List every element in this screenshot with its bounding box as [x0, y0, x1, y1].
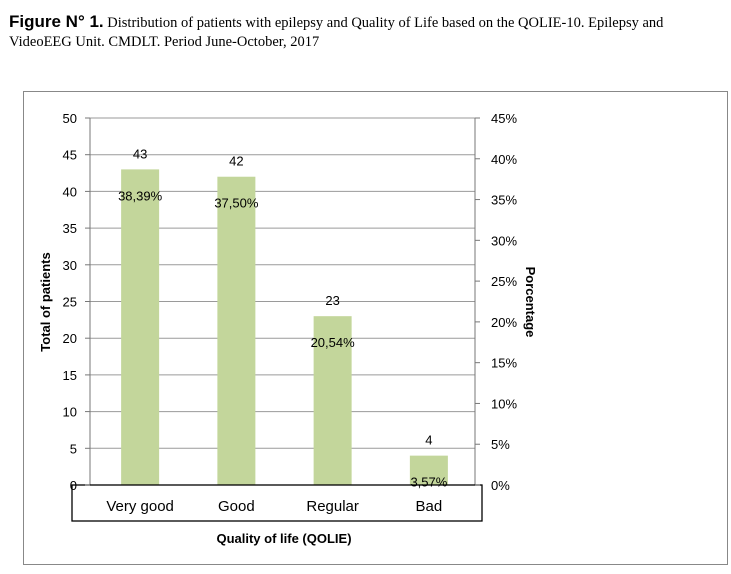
x-category-label: Bad: [416, 498, 443, 515]
x-axis-categories: Very good Good Regular Bad: [106, 498, 442, 515]
y-tick-label: 45: [63, 148, 77, 163]
x-category-label: Very good: [106, 498, 174, 515]
bars: [121, 169, 448, 485]
y2-tick-label: 10%: [491, 396, 517, 411]
y2-tick-label: 15%: [491, 356, 517, 371]
x-axis-label: Quality of life (QOLIE): [216, 531, 351, 546]
y2-tick-label: 35%: [491, 193, 517, 208]
bar-percent-label: 3,57%: [410, 475, 447, 490]
y2-tick-label: 45%: [491, 111, 517, 126]
y-axis-ticks: 0 5 10 15 20 25 30 35 40 45 50: [63, 111, 90, 493]
bar-regular: [313, 316, 352, 485]
x-category-label: Good: [218, 498, 255, 515]
bar-count-label: 42: [229, 154, 243, 169]
figure-caption-text: Distribution of patients with epilepsy a…: [9, 15, 664, 50]
y-tick-label: 35: [63, 221, 77, 236]
y-tick-label: 30: [63, 258, 77, 273]
y2-tick-label: 40%: [491, 152, 517, 167]
bar-bad: [409, 455, 448, 485]
y-tick-label: 50: [63, 111, 77, 126]
y2-axis-label: Porcentage: [523, 267, 538, 338]
y2-tick-label: 20%: [491, 315, 517, 330]
y2-axis-ticks: 0% 5% 10% 15% 20% 25% 30% 35% 40% 45%: [475, 111, 517, 493]
y2-tick-label: 25%: [491, 274, 517, 289]
y-tick-label: 0: [70, 478, 77, 493]
figure-caption: Figure N° 1. Distribution of patients wi…: [9, 12, 724, 52]
bar-good: [217, 176, 256, 485]
y-tick-label: 40: [63, 184, 77, 199]
y-tick-label: 10: [63, 405, 77, 420]
y-tick-label: 25: [63, 295, 77, 310]
y-tick-label: 15: [63, 368, 77, 383]
chart-frame: [23, 91, 728, 565]
y-axis-label: Total of patients: [38, 252, 53, 351]
y2-tick-label: 30%: [491, 233, 517, 248]
bar-very-good: [121, 169, 160, 485]
y2-tick-label: 0%: [491, 478, 510, 493]
y2-tick-label: 5%: [491, 437, 510, 452]
bar-count-label: 43: [133, 146, 147, 161]
x-category-label: Regular: [306, 498, 359, 515]
y-tick-label: 5: [70, 441, 77, 456]
bar-percent-label: 37,50%: [214, 196, 259, 211]
bar-percent-label: 38,39%: [118, 188, 163, 203]
y-tick-label: 20: [63, 331, 77, 346]
category-table-box: [71, 484, 483, 522]
bar-count-label: 23: [325, 293, 339, 308]
figure-label: Figure N° 1.: [9, 12, 104, 31]
data-labels: 43 38,39% 42 37,50% 23 20,54% 4 3,57%: [118, 146, 448, 489]
bar-percent-label: 20,54%: [311, 335, 356, 350]
bar-count-label: 4: [425, 433, 432, 448]
